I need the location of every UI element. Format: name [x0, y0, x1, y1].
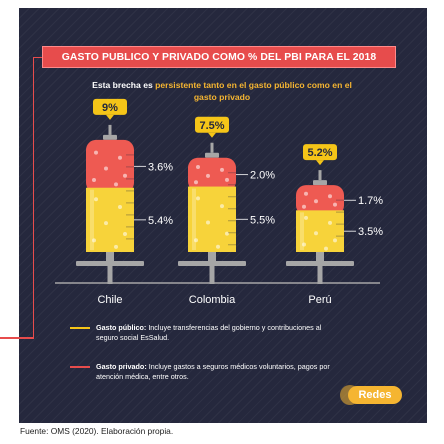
- syringe-needle-colombia: [210, 142, 214, 153]
- bubble-publico-peru-2: [314, 231, 318, 236]
- subtitle-prefix: Esta brecha es: [92, 80, 153, 90]
- subtitle-highlight: persistente tanto en el gasto público co…: [155, 80, 352, 102]
- syringe-plunger-rod-chile: [106, 252, 114, 262]
- bubble-privado-colombia-3: [225, 177, 229, 182]
- category-label-chile: Chile: [97, 294, 122, 306]
- red-bracket-tail: [0, 337, 34, 339]
- bubble-privado-chile-5: [114, 182, 118, 187]
- syringe-hub-colombia: [205, 152, 219, 158]
- syringe-hub-peru: [313, 180, 327, 186]
- bubble-publico-peru-4: [302, 242, 306, 247]
- total-badge-pointer-peru: [316, 160, 324, 166]
- bubble-publico-colombia-0: [196, 196, 200, 201]
- bar-gasto-privado-colombia: [188, 157, 236, 192]
- redes-logo: Redes: [340, 385, 402, 405]
- bubble-privado-peru-1: [328, 194, 332, 199]
- legend-text-public: Incluye transferencias del gobierno y co…: [96, 323, 322, 342]
- bar-gasto-privado-chile: [86, 139, 134, 193]
- red-bracket-line: [33, 57, 42, 338]
- total-badge-pointer-chile: [106, 114, 114, 120]
- bubble-privado-chile-1: [118, 155, 122, 160]
- total-label-peru: 5.2%: [307, 147, 332, 159]
- bubble-publico-chile-0: [94, 197, 98, 202]
- bubble-privado-colombia-4: [194, 180, 198, 185]
- bubble-privado-colombia-0: [196, 165, 200, 170]
- category-label-colombia: Colombia: [189, 294, 236, 306]
- legend-item-public: Gasto público: Incluye transferencias de…: [70, 323, 336, 342]
- total-badge-colombia: [195, 116, 229, 133]
- bubble-privado-chile-2: [104, 166, 108, 171]
- bubble-publico-chile-5: [114, 244, 118, 249]
- category-label-peru: Perú: [308, 294, 331, 306]
- bubble-publico-peru-5: [324, 246, 328, 251]
- chart-subtitle: Esta brecha es persistente tanto en el g…: [80, 79, 364, 103]
- bubble-publico-peru-1: [328, 220, 332, 225]
- bubble-publico-chile-3: [123, 232, 127, 237]
- chart-title: GASTO PUBLICO Y PRIVADO COMO % DEL PBI P…: [42, 46, 396, 68]
- syringe-plunger-bar-peru: [286, 261, 354, 266]
- value-label-publico-peru: 3.5%: [358, 226, 383, 238]
- syringe-plunger-bar-colombia: [178, 261, 246, 266]
- syringe-plunger-stem-chile: [107, 266, 113, 284]
- total-badge-chile: [93, 98, 127, 115]
- bubble-publico-chile-4: [92, 238, 96, 243]
- syringe-plunger-stem-colombia: [209, 266, 215, 284]
- legend-text-private: Incluye gastos a seguros médicos volunta…: [96, 362, 330, 381]
- value-label-privado-colombia: 2.0%: [250, 170, 275, 182]
- legend-swatch-private: [70, 366, 90, 368]
- bubble-publico-chile-1: [118, 205, 122, 210]
- bubble-publico-chile-2: [104, 221, 108, 226]
- syringe-plunger-stem-peru: [317, 266, 323, 284]
- syringe-plunger-rod-colombia: [208, 252, 216, 262]
- bubble-publico-colombia-2: [206, 220, 210, 225]
- syringe-needle-chile: [108, 124, 112, 135]
- bar-shine-peru: [300, 212, 304, 250]
- bubble-privado-peru-2: [314, 199, 318, 204]
- bar-gasto-privado-peru: [296, 185, 344, 216]
- bubble-privado-peru-0: [304, 191, 308, 196]
- legend-item-private: Gasto privado: Incluye gastos a seguros …: [70, 362, 336, 381]
- bubble-publico-peru-3: [333, 238, 337, 243]
- bubble-privado-colombia-1: [220, 167, 224, 172]
- bubble-publico-colombia-1: [220, 204, 224, 209]
- bubble-publico-colombia-5: [216, 244, 220, 249]
- bar-shine-colombia: [192, 188, 196, 250]
- value-label-publico-colombia: 5.5%: [250, 214, 275, 226]
- bubble-privado-colombia-2: [206, 173, 210, 178]
- bubble-privado-chile-0: [94, 150, 98, 155]
- value-label-privado-chile: 3.6%: [148, 161, 173, 173]
- total-badge-peru: [303, 144, 337, 161]
- legend-label-public: Gasto público:: [96, 323, 147, 332]
- source-note: Fuente: OMS (2020). Elaboración propia.: [20, 426, 174, 436]
- bubble-publico-colombia-3: [225, 231, 229, 236]
- value-label-privado-peru: 1.7%: [358, 195, 383, 207]
- bar-shine-chile: [90, 189, 94, 250]
- total-label-chile: 9%: [102, 102, 118, 114]
- bubble-privado-peru-4: [302, 204, 306, 209]
- legend-label-private: Gasto privado:: [96, 362, 147, 371]
- redes-logo-label: Redes: [348, 386, 402, 404]
- bubble-publico-colombia-4: [194, 238, 198, 243]
- syringe-needle-peru: [318, 170, 322, 181]
- legend-swatch-public: [70, 327, 90, 329]
- bubble-publico-peru-0: [304, 215, 308, 220]
- syringe-hub-chile: [103, 134, 117, 140]
- syringe-plunger-rod-peru: [316, 252, 324, 262]
- bubble-privado-chile-4: [92, 178, 96, 183]
- total-badge-pointer-colombia: [208, 132, 216, 138]
- total-label-colombia: 7.5%: [199, 120, 224, 132]
- value-label-publico-chile: 5.4%: [148, 215, 173, 227]
- bubble-privado-chile-3: [123, 173, 127, 178]
- syringe-plunger-bar-chile: [76, 261, 144, 266]
- bubble-privado-peru-3: [333, 202, 337, 207]
